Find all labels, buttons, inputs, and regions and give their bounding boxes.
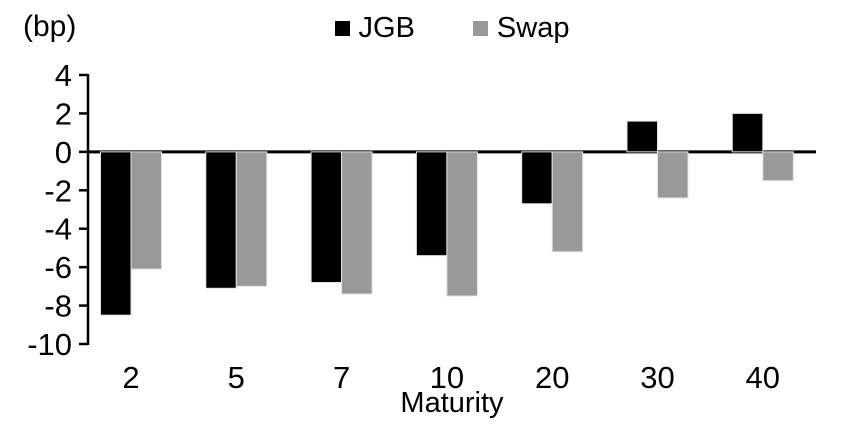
swap-legend-swatch — [472, 21, 488, 36]
bar-jgb-20 — [521, 151, 553, 205]
y-tick-label: 0 — [55, 135, 72, 170]
bar-swap-10 — [446, 151, 478, 297]
bar-jgb-5 — [205, 151, 237, 289]
bar-jgb-7 — [310, 151, 343, 284]
x-tick-label: 10 — [430, 360, 464, 395]
legend-item-swap: Swap — [472, 12, 570, 44]
bar-swap-7 — [341, 151, 373, 295]
x-tick-label: 20 — [535, 360, 569, 395]
x-tick-label: 2 — [122, 360, 139, 395]
x-tick-label: 5 — [228, 360, 245, 395]
bar-swap-20 — [551, 151, 584, 253]
legend: JGB Swap — [88, 14, 816, 43]
bar-jgb-2 — [100, 151, 132, 316]
y-tick-label: -6 — [44, 250, 72, 285]
y-tick-label: -4 — [44, 212, 72, 247]
x-tick-label: 40 — [746, 360, 780, 395]
jgb-legend-label: JGB — [358, 12, 415, 44]
x-axis-title: Maturity — [400, 387, 504, 419]
bar-swap-30 — [657, 151, 689, 199]
x-tick-label: 30 — [640, 360, 674, 395]
y-tick-label: 4 — [55, 58, 72, 93]
y-tick-label: -8 — [44, 289, 72, 324]
bar-swap-5 — [235, 151, 268, 287]
jgb-legend-swatch — [334, 21, 350, 36]
x-tick-label: 7 — [333, 360, 350, 395]
bar-jgb-30 — [626, 120, 658, 153]
bar-jgb-40 — [731, 112, 764, 153]
y-tick-label: -10 — [27, 327, 72, 362]
bar-jgb-10 — [415, 151, 448, 257]
bar-swap-40 — [762, 151, 794, 182]
legend-item-jgb: JGB — [334, 12, 415, 44]
swap-legend-label: Swap — [496, 12, 570, 44]
y-tick-label: -2 — [44, 173, 72, 208]
y-tick-label: 2 — [55, 96, 72, 131]
y-axis-unit-label: (bp) — [23, 10, 77, 43]
bar-swap-2 — [130, 151, 162, 270]
